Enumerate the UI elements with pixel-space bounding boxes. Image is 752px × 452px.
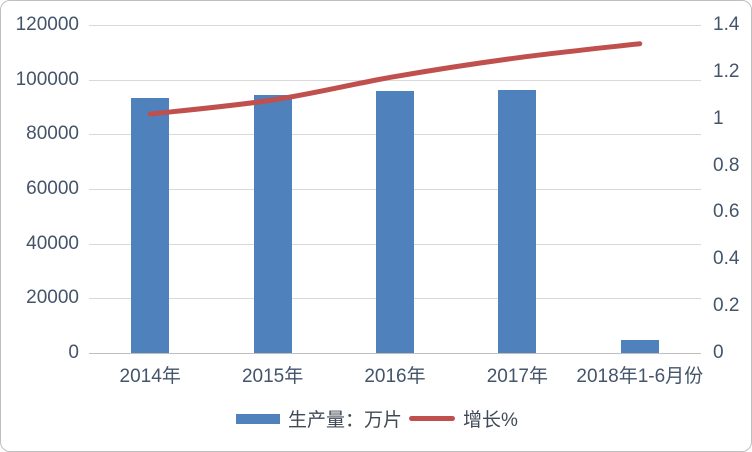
production-bar xyxy=(498,90,537,353)
secondary-y-tick-label: 1 xyxy=(713,107,724,129)
secondary-y-tick-label: 0.8 xyxy=(713,154,740,176)
legend-bar-swatch-icon xyxy=(236,413,281,424)
production-bar xyxy=(620,339,659,353)
legend: 生产量：万片 增长% xyxy=(1,405,751,432)
gridline xyxy=(89,25,701,26)
x-axis-label: 2015年 xyxy=(241,365,304,387)
secondary-y-tick-label: 0 xyxy=(713,342,724,363)
primary-y-tick-label: 40000 xyxy=(26,232,79,254)
secondary-y-tick-label: 1.4 xyxy=(713,14,740,35)
legend-item-label: 增长% xyxy=(463,410,518,431)
primary-y-tick-label: 20000 xyxy=(26,287,79,309)
primary-y-tick-label: 80000 xyxy=(26,123,79,145)
legend-item-label: 生产量：万片 xyxy=(288,410,403,431)
primary-y-tick-label: 60000 xyxy=(26,178,79,199)
secondary-y-tick-label: 0.2 xyxy=(713,295,740,317)
primary-y-tick-label: 120000 xyxy=(15,14,79,35)
x-axis-label: 2014年 xyxy=(119,365,181,387)
secondary-y-tick-label: 0.6 xyxy=(713,201,740,223)
x-axis-line xyxy=(89,353,701,354)
secondary-y-tick-label: 0.4 xyxy=(713,248,740,270)
gridline xyxy=(89,79,701,81)
production-bar xyxy=(253,95,292,353)
x-axis-label: 2017年 xyxy=(486,365,549,387)
primary-y-tick-label: 0 xyxy=(68,342,79,363)
production-bar xyxy=(376,91,414,353)
secondary-y-tick-label: 1.2 xyxy=(713,60,740,82)
legend-item-production: 生产量：万片 xyxy=(236,405,402,432)
production-bar xyxy=(131,98,170,353)
x-axis-label: 2016年 xyxy=(364,365,426,387)
legend-line-swatch-icon xyxy=(409,416,456,421)
x-axis-label: 2018年1-6月份 xyxy=(576,365,704,387)
legend-item-growth: 增长% xyxy=(409,405,518,432)
primary-y-tick-label: 100000 xyxy=(15,68,79,90)
